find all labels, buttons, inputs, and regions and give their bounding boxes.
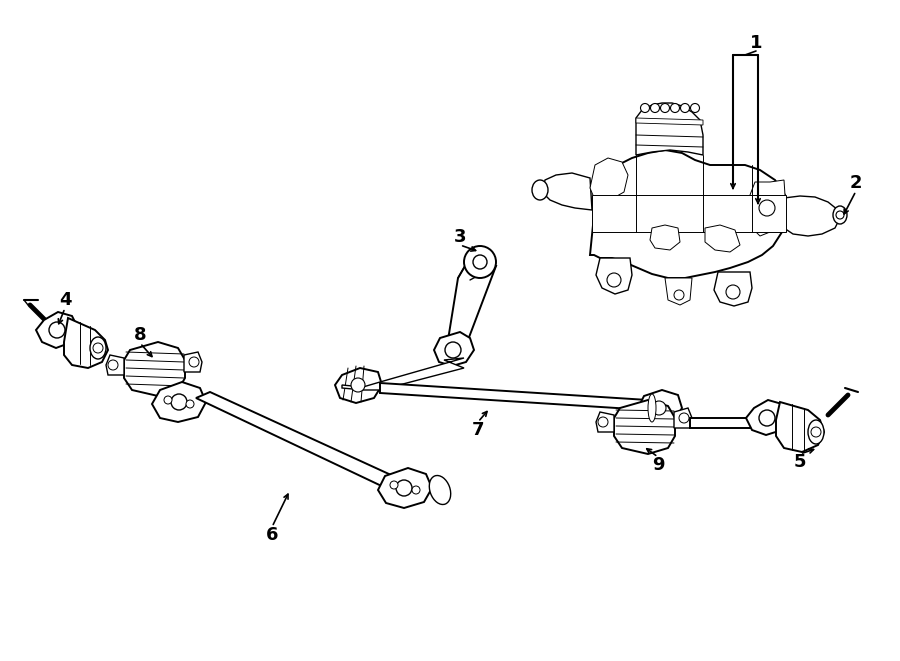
Text: 9: 9 [652,456,664,474]
Circle shape [108,360,118,370]
Text: 2: 2 [850,174,862,192]
Circle shape [836,211,844,219]
Text: 6: 6 [266,526,278,544]
Ellipse shape [833,206,847,224]
Circle shape [652,401,666,415]
Ellipse shape [808,420,824,444]
Circle shape [759,410,775,426]
Ellipse shape [90,337,106,359]
Ellipse shape [429,475,451,504]
Polygon shape [638,390,682,425]
Polygon shape [196,392,402,490]
Polygon shape [674,408,692,428]
Circle shape [651,104,660,112]
Circle shape [396,480,412,496]
Text: 3: 3 [454,228,466,246]
Circle shape [351,378,365,392]
Polygon shape [690,418,792,428]
Polygon shape [152,382,206,422]
Circle shape [661,104,670,112]
Polygon shape [434,332,474,366]
Text: 7: 7 [472,421,484,439]
Polygon shape [590,158,628,200]
Polygon shape [335,368,382,403]
Polygon shape [184,352,202,372]
Polygon shape [542,173,592,210]
Polygon shape [596,412,614,432]
Circle shape [641,104,650,112]
Polygon shape [596,258,632,294]
Circle shape [670,104,680,112]
Polygon shape [665,278,692,305]
Polygon shape [705,225,740,252]
Circle shape [690,104,699,112]
Polygon shape [750,180,785,236]
Polygon shape [380,383,648,410]
Polygon shape [714,272,752,306]
Text: 4: 4 [58,291,71,309]
Polygon shape [776,402,824,452]
Circle shape [171,394,187,410]
Circle shape [390,481,398,489]
Polygon shape [36,312,78,348]
Circle shape [674,290,684,300]
Polygon shape [106,355,124,375]
Circle shape [679,413,689,423]
Polygon shape [746,400,788,435]
Text: 8: 8 [134,326,147,344]
Polygon shape [590,150,787,278]
Polygon shape [636,118,703,125]
Circle shape [759,200,775,216]
Circle shape [49,322,65,338]
Ellipse shape [648,394,656,422]
Circle shape [607,273,621,287]
Polygon shape [614,400,675,454]
Polygon shape [784,196,839,236]
Polygon shape [124,342,185,396]
Circle shape [445,342,461,358]
Polygon shape [64,318,108,368]
Circle shape [186,400,194,408]
Circle shape [464,246,496,278]
Polygon shape [448,266,496,345]
Polygon shape [592,195,786,232]
Circle shape [473,255,487,269]
Circle shape [811,427,821,437]
Polygon shape [378,468,432,508]
Polygon shape [342,358,464,390]
Circle shape [164,396,172,404]
Polygon shape [636,103,703,155]
Circle shape [598,417,608,427]
Circle shape [726,285,740,299]
Ellipse shape [532,180,548,200]
Polygon shape [650,225,680,250]
Text: 1: 1 [750,34,762,52]
Text: 5: 5 [794,453,806,471]
Circle shape [93,343,103,353]
Circle shape [189,357,199,367]
Circle shape [680,104,689,112]
Circle shape [412,486,420,494]
